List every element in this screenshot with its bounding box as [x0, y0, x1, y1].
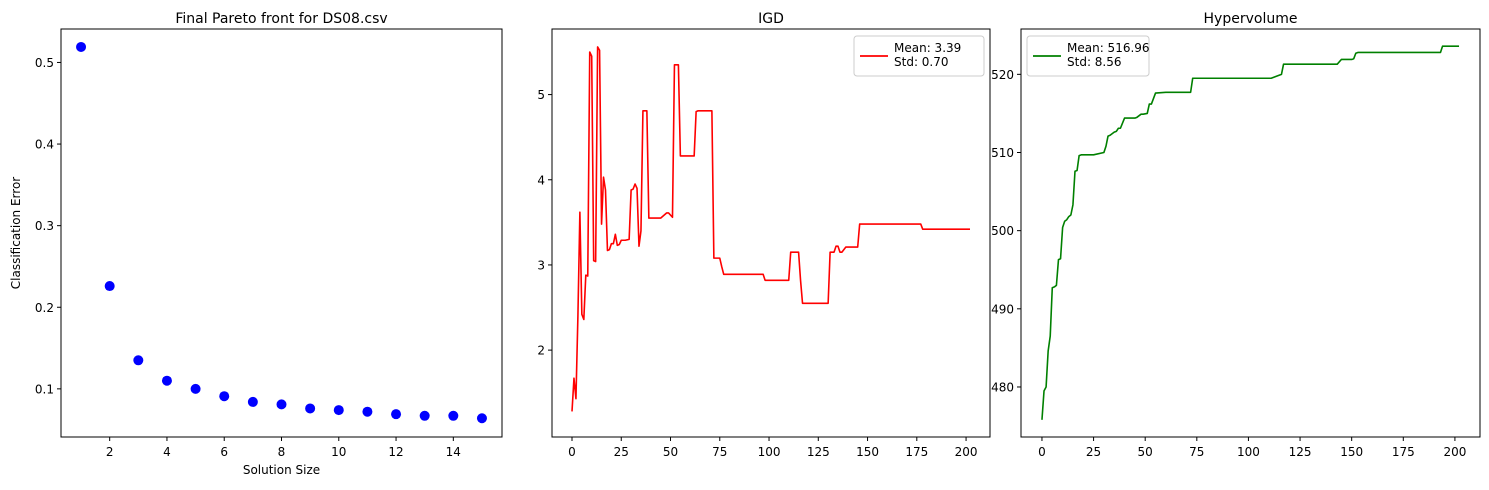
data-point [276, 399, 287, 410]
data-point [391, 409, 402, 420]
x-tick-label: 125 [807, 445, 830, 459]
y-tick-label: 0.2 [35, 301, 54, 315]
legend-box [1026, 35, 1150, 77]
x-tick-label: 200 [1443, 445, 1466, 459]
series-line [571, 46, 970, 412]
x-tick-label: 25 [1086, 445, 1101, 459]
x-tick-label: 14 [446, 445, 461, 459]
x-tick-label: 150 [1340, 445, 1363, 459]
y-tick-label: 0.3 [35, 219, 54, 233]
legend-label: Std: 8.56 [1067, 55, 1122, 69]
x-tick-label: 6 [220, 445, 228, 459]
legend-label: Std: 0.70 [894, 55, 949, 69]
x-tick-label: 25 [614, 445, 629, 459]
y-tick-label: 0.1 [35, 382, 54, 396]
y-axis-label: Classification Error [9, 177, 23, 290]
x-tick-label: 200 [955, 445, 978, 459]
x-tick-label: 50 [1138, 445, 1153, 459]
x-tick-label: 4 [163, 445, 171, 459]
data-point [362, 406, 373, 417]
y-tick-label: 520 [991, 68, 1014, 82]
axes-frame [60, 28, 503, 438]
legend-box [853, 35, 985, 77]
legend-label: Mean: 516.96 [1067, 41, 1150, 55]
x-tick-label: 100 [758, 445, 781, 459]
data-point [190, 383, 201, 394]
y-tick-label: 0.4 [35, 138, 54, 152]
x-tick-label: 0 [568, 445, 576, 459]
x-tick-label: 50 [663, 445, 678, 459]
y-tick-label: 4 [537, 173, 545, 187]
chart-title: Final Pareto front for DS08.csv [175, 11, 387, 27]
data-point [305, 403, 316, 414]
y-tick-label: 480 [991, 380, 1014, 394]
data-point [161, 375, 172, 386]
x-tick-label: 8 [278, 445, 286, 459]
chart-title: Hypervolume [1204, 11, 1298, 27]
series-line [1041, 45, 1460, 420]
data-point [133, 355, 144, 366]
x-tick-label: 175 [905, 445, 928, 459]
x-tick-label: 125 [1289, 445, 1312, 459]
axes-frame [1020, 28, 1481, 438]
x-tick-label: 150 [856, 445, 879, 459]
x-tick-label: 12 [388, 445, 403, 459]
x-tick-label: 10 [331, 445, 346, 459]
y-tick-label: 2 [537, 344, 545, 358]
data-point [219, 391, 230, 402]
data-point [104, 281, 115, 292]
chart-panel-3: 0 25 50 75 100 125 150 175 200 480 490 500 510 520 Hyp… [991, 11, 1481, 459]
x-tick-label: 2 [106, 445, 114, 459]
x-tick-label: 75 [712, 445, 727, 459]
data-point [76, 41, 87, 52]
chart-title: IGD [758, 11, 784, 27]
y-tick-label: 500 [991, 224, 1014, 238]
data-point [333, 405, 344, 416]
x-tick-label: 75 [1189, 445, 1204, 459]
data-point [419, 410, 430, 421]
x-axis-label: Solution Size [243, 463, 320, 477]
y-tick-label: 510 [991, 146, 1014, 160]
data-point [448, 410, 459, 421]
y-tick-label: 490 [991, 302, 1014, 316]
legend-label: Mean: 3.39 [894, 41, 961, 55]
y-tick-label: 0.5 [35, 56, 54, 70]
axes-frame [551, 28, 991, 438]
chart-panel-1: 2 4 6 8 10 12 14 0.1 0.2 0.3 0.4 0.5 Final Pareto fr… [9, 11, 503, 477]
y-tick-label: 3 [537, 258, 545, 272]
data-point [247, 396, 258, 407]
x-tick-label: 0 [1038, 445, 1046, 459]
x-tick-label: 100 [1237, 445, 1260, 459]
chart-panel-2: 0 25 50 75 100 125 150 175 200 2 3 4 5 IGD Mean: 3.39S… [537, 11, 991, 459]
x-tick-label: 175 [1392, 445, 1415, 459]
y-tick-label: 5 [537, 88, 545, 102]
data-point [476, 413, 487, 424]
